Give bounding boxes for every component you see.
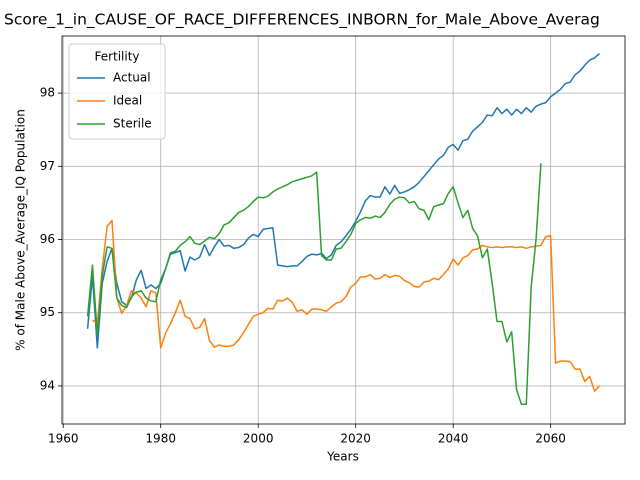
series-line (92, 219, 600, 392)
legend-box (68, 43, 166, 140)
legend-title: Fertility (94, 50, 139, 64)
legend-label: Actual (113, 71, 151, 85)
x-axis-label: Years (326, 450, 359, 464)
y-tick-label: 98 (40, 86, 55, 100)
x-tick-label: 2040 (438, 432, 469, 446)
y-tick-label: 95 (40, 305, 55, 319)
legend-label: Sterile (113, 117, 152, 131)
y-axis-label: % of Male Above_Average_IQ Population (14, 109, 28, 351)
y-tick-label: 94 (40, 378, 55, 392)
x-tick-label: 2060 (535, 432, 566, 446)
x-tick-label: 2000 (243, 432, 274, 446)
plot-frame (61, 35, 626, 425)
y-tick-label: 97 (40, 159, 55, 173)
chart-title: Score_1_in_CAUSE_OF_RACE_DIFFERENCES_INB… (4, 11, 600, 30)
x-tick-label: 2020 (340, 432, 371, 446)
series-line (86, 53, 600, 349)
y-tick-label: 96 (40, 232, 55, 246)
legend: Fertility Actual Ideal Sterile (68, 43, 166, 140)
x-tick-label: 1980 (145, 432, 176, 446)
series-line (86, 163, 542, 405)
x-tick-label: 1960 (48, 432, 79, 446)
legend-label: Ideal (113, 94, 142, 108)
